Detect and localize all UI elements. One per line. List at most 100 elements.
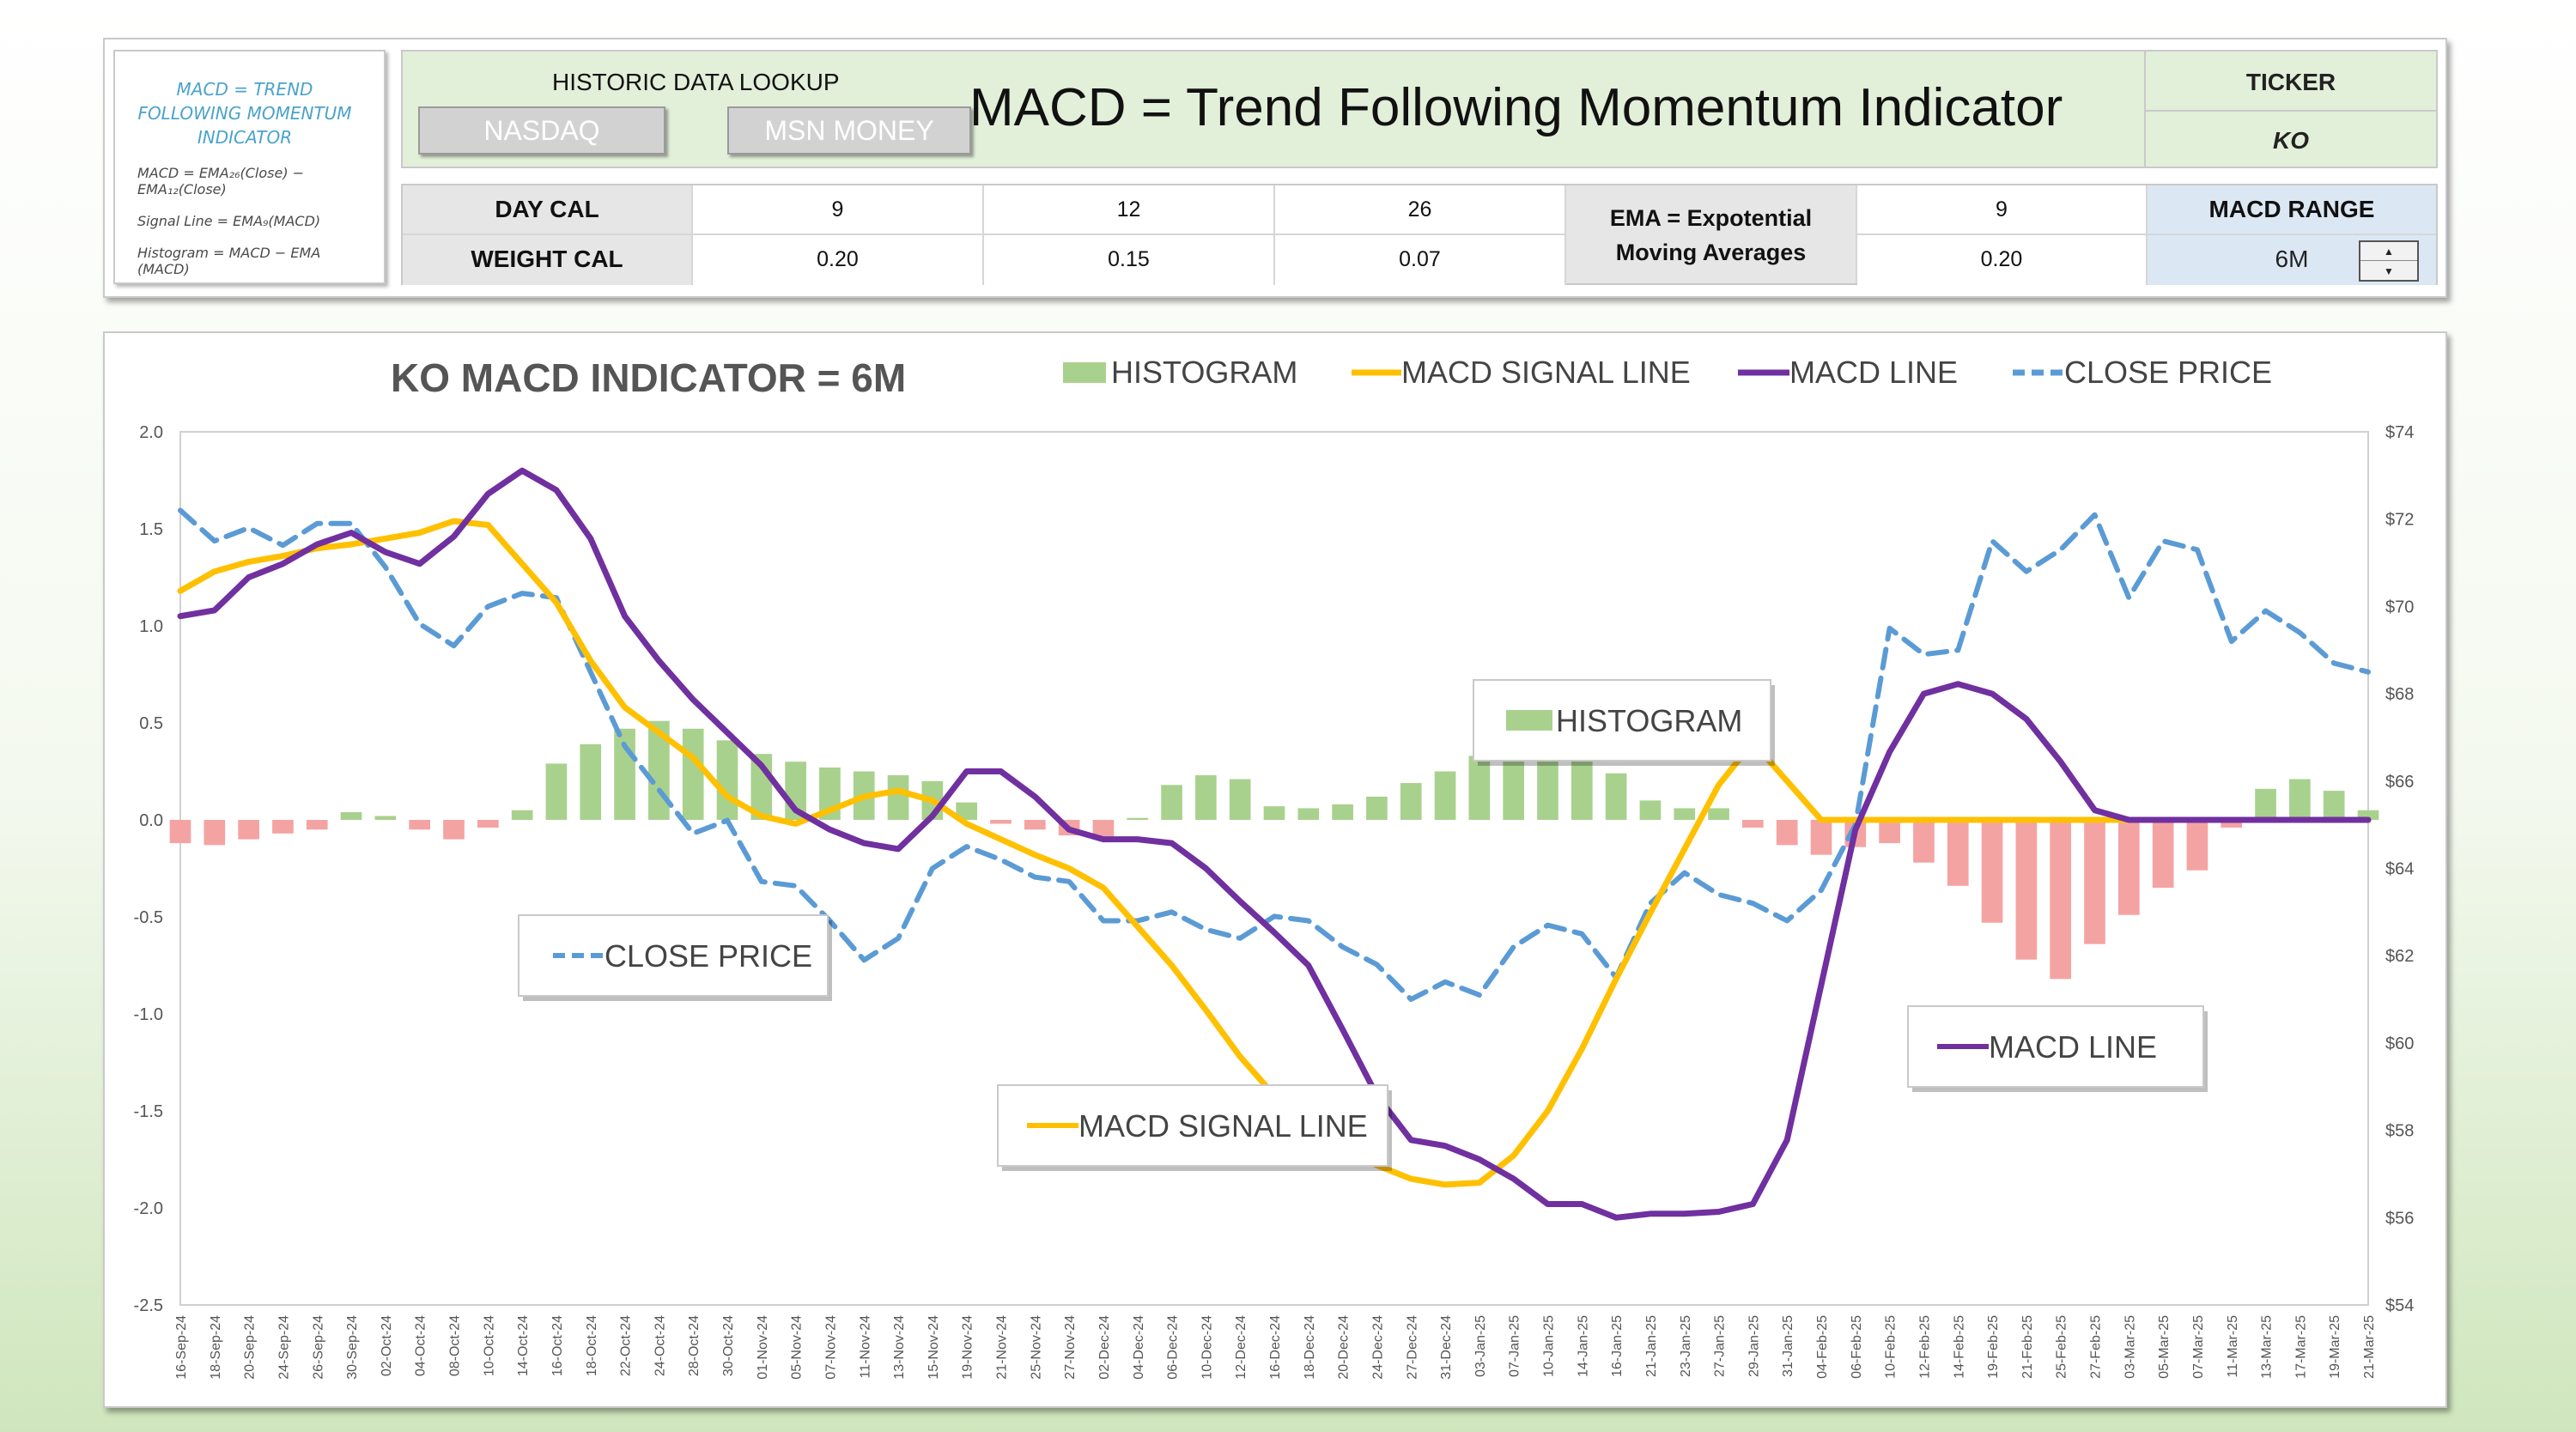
- x-tick-label: 12-Dec-24: [1234, 1315, 1249, 1380]
- x-tick-label: 18-Oct-24: [585, 1315, 599, 1376]
- x-tick-label: 16-Dec-24: [1268, 1315, 1283, 1380]
- x-tick-label: 23-Jan-25: [1679, 1315, 1693, 1377]
- x-tick-label: 15-Nov-24: [927, 1315, 941, 1380]
- x-tick-label: 17-Mar-25: [2293, 1315, 2308, 1379]
- y-left-tick-label: 2.0: [139, 423, 163, 442]
- histogram-bar: [1742, 820, 1764, 828]
- x-tick-label: 07-Mar-25: [2191, 1315, 2206, 1379]
- day-cal-26[interactable]: 26: [1275, 185, 1566, 235]
- x-tick-label: 02-Dec-24: [1097, 1315, 1112, 1380]
- y-right-tick-label: $58: [2385, 1122, 2414, 1141]
- legend-histogram-label: HISTOGRAM: [1111, 355, 1297, 390]
- x-tick-label: 26-Sep-24: [311, 1315, 325, 1380]
- histogram-bar: [272, 820, 294, 834]
- x-tick-label: 11-Mar-25: [2226, 1315, 2240, 1378]
- callout-macd-line-label: MACD LINE: [1989, 1029, 2157, 1065]
- histogram-bar: [956, 802, 978, 820]
- histogram-bar: [545, 763, 568, 820]
- x-tick-label: 21-Nov-24: [995, 1315, 1010, 1380]
- x-tick-label: 31-Dec-24: [1439, 1315, 1454, 1380]
- callout-histogram-label: HISTOGRAM: [1556, 703, 1742, 738]
- x-tick-label: 19-Feb-25: [1986, 1315, 2001, 1379]
- day-cal-9[interactable]: 9: [693, 185, 984, 235]
- y-left-tick-label: -2.5: [134, 1296, 163, 1315]
- x-tick-label: 16-Sep-24: [174, 1315, 189, 1380]
- x-tick-label: 13-Mar-25: [2260, 1315, 2275, 1379]
- histogram-bar: [2289, 779, 2311, 820]
- x-tick-label: 10-Oct-24: [482, 1315, 496, 1376]
- histogram-bar: [2255, 788, 2276, 820]
- histogram-bar: [443, 820, 465, 840]
- histogram-bar: [1161, 785, 1182, 820]
- ticker-label: TICKER: [2245, 69, 2336, 95]
- histogram-bar: [1981, 820, 2003, 923]
- x-tick-label: 24-Sep-24: [276, 1315, 291, 1380]
- histogram-bar: [1776, 820, 1798, 846]
- y-right-tick-label: $64: [2385, 860, 2414, 879]
- macd-line: [177, 467, 2372, 1221]
- x-tick-label: 21-Mar-25: [2362, 1315, 2377, 1379]
- weight-cal-9: 0.20: [693, 235, 984, 285]
- histogram-bar: [2152, 820, 2174, 889]
- y-left-tick-label: -1.0: [134, 1005, 163, 1024]
- x-tick-label: 27-Feb-25: [2089, 1315, 2104, 1379]
- histogram-bar: [682, 728, 704, 820]
- x-tick-label: 27-Dec-24: [1405, 1315, 1419, 1380]
- spinner-down-icon[interactable]: ▼: [2384, 265, 2394, 277]
- histogram-bar: [1297, 808, 1320, 820]
- weight-cal-label: WEIGHT CAL: [403, 235, 693, 285]
- ticker-input[interactable]: KO: [2273, 127, 2309, 154]
- ema-day[interactable]: 9: [1857, 185, 2148, 235]
- chart-panel: 2.0 1.5 1.0 0.5 0.0 -0.5 -1.0 -1.5 -2.0 -2.5 $74 $7…: [103, 331, 2447, 1408]
- day-cal-12[interactable]: 12: [984, 185, 1275, 235]
- x-tick-label: 04-Feb-25: [1815, 1315, 1830, 1379]
- histogram-bar: [511, 810, 533, 820]
- parameter-panel: MACD = TREND FOLLOWING MOMENTUM INDICATO…: [103, 38, 2447, 298]
- histogram-bar: [2357, 810, 2379, 820]
- histogram-bar: [1879, 820, 1900, 844]
- ema-weight: 0.20: [1857, 235, 2148, 285]
- x-tick-label: 03-Mar-25: [2123, 1315, 2137, 1379]
- y-left-tick-label: 1.5: [139, 520, 163, 539]
- note-signal-formula: Signal Line = EMA₉(MACD): [137, 213, 321, 229]
- y-right-tick-label: $70: [2385, 598, 2414, 616]
- callout-close-price-box: [518, 914, 829, 997]
- histogram-bar: [1332, 804, 1353, 820]
- x-tick-label: 05-Mar-25: [2157, 1315, 2172, 1379]
- x-tick-label: 18-Sep-24: [209, 1315, 223, 1380]
- x-tick-label: 12-Feb-25: [1917, 1315, 1932, 1379]
- x-tick-label: 10-Jan-25: [1542, 1315, 1557, 1377]
- callout-signal-line-label: MACD SIGNAL LINE: [1078, 1108, 1368, 1144]
- histogram-bar: [1674, 808, 1696, 820]
- x-tick-label: 20-Dec-24: [1337, 1315, 1352, 1380]
- note-title: MACD = TREND FOLLOWING MOMENTUM INDICATO…: [137, 79, 352, 148]
- histogram-bar: [1468, 755, 1491, 820]
- y-left-tick-label: -0.5: [134, 908, 163, 927]
- x-tick-label: 16-Jan-25: [1610, 1315, 1625, 1377]
- histogram-bar: [580, 743, 602, 820]
- range-spinner[interactable]: ▲ ▼: [2359, 240, 2419, 282]
- lookup-label: HISTORIC DATA LOOKUP: [552, 69, 840, 95]
- x-tick-label: 06-Feb-25: [1850, 1315, 1864, 1379]
- spinner-up-icon[interactable]: ▲: [2360, 242, 2417, 261]
- histogram-bar: [306, 820, 328, 830]
- x-tick-label: 04-Dec-24: [1132, 1315, 1146, 1380]
- y-right-tick-label: $56: [2385, 1209, 2414, 1228]
- y-left-tick-label: -1.5: [134, 1102, 163, 1121]
- y-right-tick-label: $62: [2385, 947, 2414, 966]
- parameter-table: DAY CAL WEIGHT CAL 9 12 26 0.20 0.15 0.0…: [401, 184, 2438, 285]
- x-tick-label: 06-Dec-24: [1166, 1315, 1181, 1380]
- x-tick-label: 30-Sep-24: [345, 1315, 360, 1380]
- legend-macd-label: MACD LINE: [1789, 355, 1958, 390]
- x-tick-label: 27-Nov-24: [1063, 1315, 1078, 1380]
- histogram-bar: [1605, 773, 1627, 820]
- msn-money-button[interactable]: MSN MONEY: [727, 106, 971, 155]
- nasdaq-button[interactable]: NASDAQ: [418, 106, 665, 155]
- histogram-bar: [2117, 820, 2140, 915]
- x-tick-label: 24-Oct-24: [653, 1315, 667, 1376]
- y-left-tick-label: 0.5: [139, 714, 163, 733]
- x-tick-label: 03-Jan-25: [1473, 1315, 1488, 1377]
- x-tick-label: 25-Nov-24: [1029, 1315, 1043, 1380]
- note-histogram-formula: Histogram = MACD − EMA (MACD): [137, 245, 321, 277]
- histogram-bar: [1263, 806, 1285, 820]
